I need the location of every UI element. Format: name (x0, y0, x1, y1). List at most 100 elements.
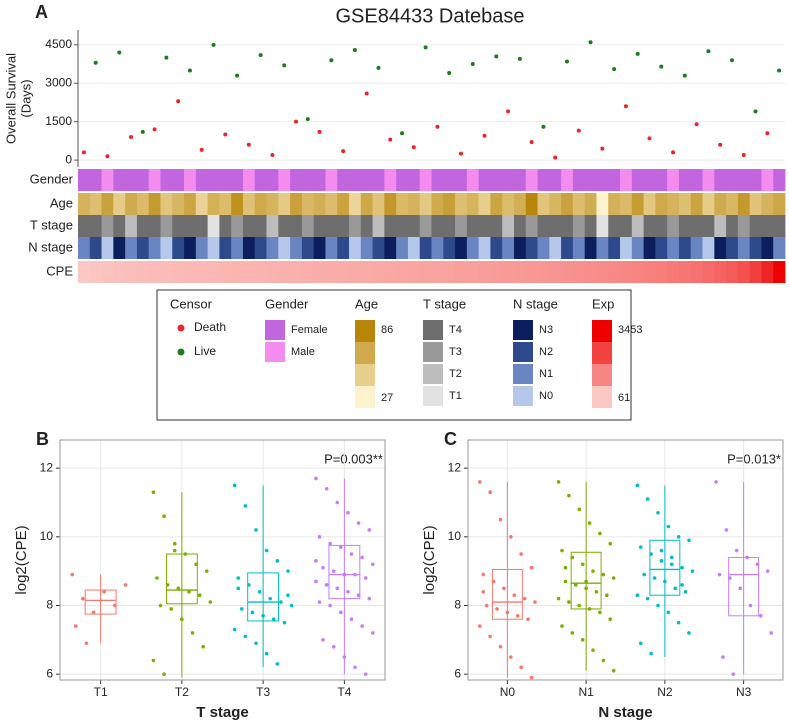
point (447, 71, 452, 76)
point (687, 538, 691, 543)
heat-cell (136, 261, 150, 283)
point (577, 603, 582, 608)
heat-cell (278, 193, 291, 215)
point (235, 73, 240, 78)
heat-cell (502, 193, 515, 215)
heat-cell (631, 237, 644, 259)
point (91, 610, 96, 615)
heat-cell (749, 215, 762, 237)
point (388, 137, 393, 142)
point (734, 548, 739, 553)
heat-cell (184, 261, 197, 283)
point (201, 644, 206, 649)
heat-cell (231, 215, 244, 237)
heat-cell (125, 215, 138, 237)
point (666, 524, 671, 529)
point (635, 483, 640, 488)
y-tick-label: 0 (65, 152, 72, 166)
heat-cell (360, 169, 373, 191)
heat-cell (360, 261, 373, 283)
heat-cell (372, 169, 385, 191)
heat-cell (266, 237, 279, 259)
heat-cell (207, 261, 220, 283)
heat-cell (184, 215, 197, 237)
point (353, 665, 357, 670)
x-axis-title: N stage (598, 704, 652, 721)
legend-marker (177, 324, 185, 332)
heat-cell (195, 261, 209, 283)
heat-cell (301, 261, 315, 283)
heat-cell (325, 237, 338, 259)
point (591, 648, 595, 652)
heat-cell (219, 237, 232, 259)
heat-cell (290, 169, 303, 191)
point (102, 589, 106, 594)
point (584, 579, 588, 584)
heat-cell (525, 215, 538, 237)
heat-cell (325, 261, 338, 283)
heat-cell (101, 215, 114, 237)
point (341, 149, 346, 154)
heat-cell (737, 169, 751, 191)
heat-cell (466, 261, 480, 283)
heat-cell (667, 237, 680, 259)
point (270, 152, 275, 157)
heat-cell (78, 237, 91, 259)
point (714, 480, 718, 484)
point (331, 644, 336, 649)
heat-cell (490, 193, 503, 215)
heat-cell (372, 193, 385, 215)
heat-cell (561, 193, 574, 215)
point (247, 583, 251, 587)
point (611, 576, 616, 580)
heat-cell (455, 215, 468, 237)
point (371, 631, 375, 635)
point (275, 559, 280, 563)
point (600, 146, 605, 151)
heat-cell (242, 169, 256, 191)
point (612, 67, 617, 72)
heat-cell (726, 261, 739, 283)
heat-cell (113, 261, 126, 283)
point (638, 641, 643, 646)
heat-cell (219, 169, 232, 191)
point (556, 596, 561, 601)
heat-cell (89, 169, 102, 191)
point (268, 596, 273, 601)
heat-cell (702, 193, 715, 215)
heat-cell (561, 237, 574, 259)
panel-label: A (35, 2, 48, 22)
heat-cell (207, 169, 220, 191)
point (305, 117, 310, 122)
point (208, 600, 213, 604)
heat-cell (737, 193, 751, 215)
point (364, 91, 369, 96)
box (328, 544, 361, 600)
heat-cell (136, 193, 150, 215)
point (243, 634, 248, 639)
point (587, 521, 592, 525)
x-tick-label: T1 (94, 685, 108, 699)
heat-cell (726, 215, 739, 237)
heat-cell (584, 169, 597, 191)
point (608, 617, 613, 622)
point (567, 600, 571, 604)
heat-cell (113, 169, 126, 191)
point (645, 596, 650, 601)
heat-cell (455, 193, 468, 215)
point (236, 576, 241, 580)
heat-cell (195, 169, 209, 191)
point (458, 151, 463, 156)
heat-cell (148, 237, 161, 259)
legend-title: Age (355, 296, 378, 311)
panel-label: C (444, 429, 457, 449)
heat-cell (337, 215, 350, 237)
point (729, 58, 734, 63)
point (570, 631, 575, 635)
legend-label: N0 (539, 390, 553, 402)
point (563, 579, 568, 584)
heat-cell (596, 169, 609, 191)
point (769, 631, 773, 635)
heat-cell (278, 237, 291, 259)
